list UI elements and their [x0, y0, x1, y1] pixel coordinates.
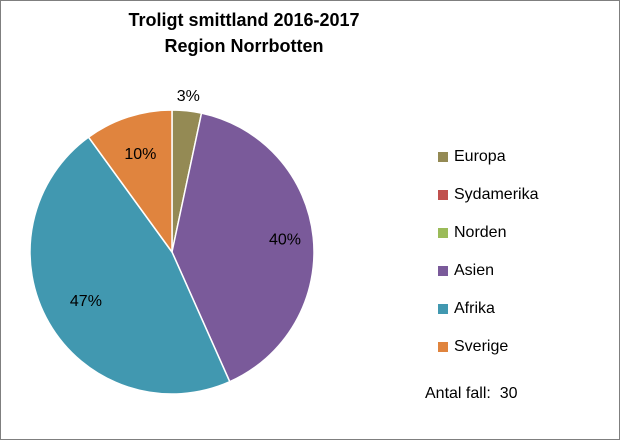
pie-slice-asien: [171, 112, 315, 383]
chart-title-line-1: Troligt smittland 2016-2017: [128, 10, 360, 30]
case-count-annotation: Antal fall: 30: [425, 383, 518, 405]
chart-title-line-2: Region Norrbotten: [164, 36, 324, 56]
legend-swatch-afrika: [438, 304, 448, 314]
chart-legend: Europa Sydamerika Norden Asien Afrika Sverige: [438, 146, 538, 374]
legend-label-sverige: Sverige: [454, 338, 509, 355]
legend-swatch-sydamerika: [438, 190, 448, 200]
case-count-value: 30: [499, 385, 518, 402]
legend-item-sverige: Sverige: [438, 336, 538, 374]
legend-item-norden: Norden: [438, 222, 538, 260]
case-count-label: Antal fall:: [425, 385, 491, 402]
legend-label-asien: Asien: [454, 262, 495, 279]
data-label-afrika: 47%: [70, 293, 102, 310]
legend-swatch-asien: [438, 266, 448, 276]
legend-item-asien: Asien: [438, 260, 538, 298]
pie-slice-afrika: [29, 136, 231, 395]
legend-label-norden: Norden: [454, 224, 507, 241]
data-label-europa: 3%: [177, 88, 200, 105]
pie-slice-sverige: [87, 109, 173, 255]
legend-label-afrika: Afrika: [454, 300, 495, 317]
legend-swatch-norden: [438, 228, 448, 238]
legend-swatch-sverige: [438, 342, 448, 352]
data-label-sverige: 10%: [124, 146, 156, 163]
chart-title: Troligt smittland 2016-2017 Region Norrb…: [1, 7, 487, 59]
legend-item-afrika: Afrika: [438, 298, 538, 336]
legend-label-europa: Europa: [454, 148, 506, 165]
legend-label-sydamerika: Sydamerika: [454, 186, 539, 203]
legend-swatch-europa: [438, 152, 448, 162]
data-label-asien: 40%: [269, 231, 301, 248]
legend-item-sydamerika: Sydamerika: [438, 184, 538, 222]
legend-item-europa: Europa: [438, 146, 538, 184]
